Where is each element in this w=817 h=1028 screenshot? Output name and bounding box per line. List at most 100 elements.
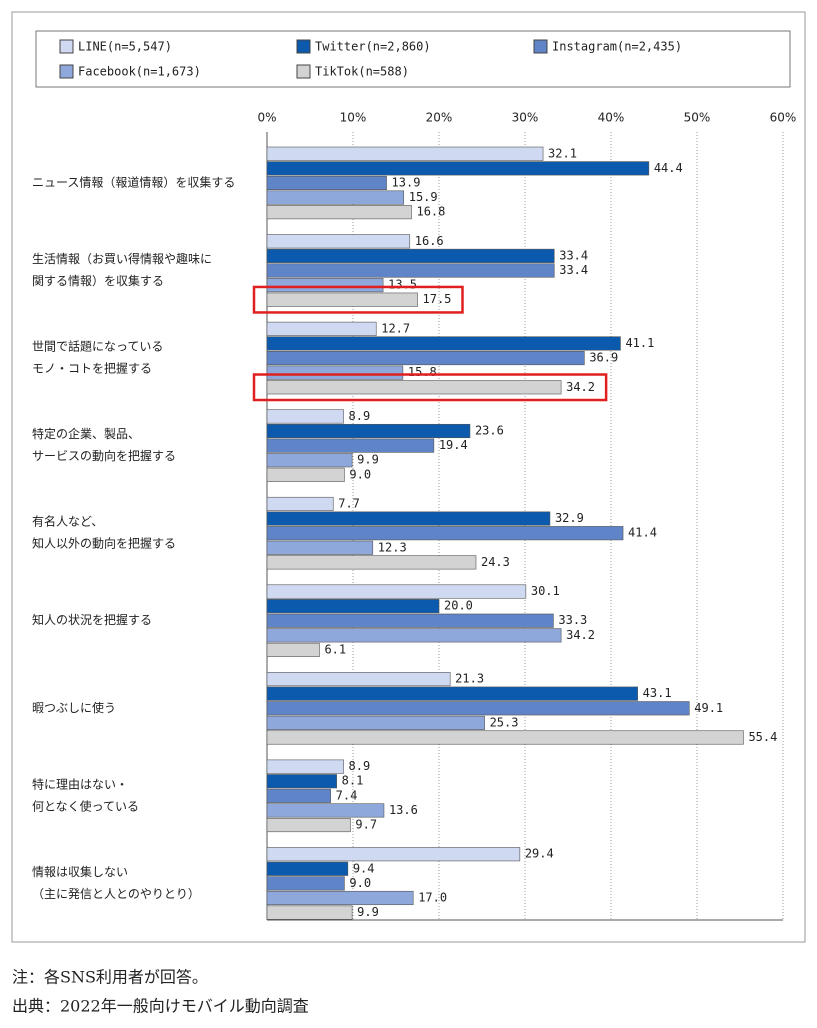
legend-label: LINE(n=5,547) <box>78 40 172 54</box>
x-tick-label: 60% <box>770 111 797 125</box>
x-tick-label: 0% <box>257 111 276 125</box>
value-label: 29.4 <box>525 847 554 861</box>
value-label: 9.0 <box>349 467 371 481</box>
value-label: 43.1 <box>643 686 672 700</box>
value-label: 6.1 <box>324 642 346 656</box>
value-label: 36.9 <box>589 351 618 365</box>
value-label: 34.2 <box>566 628 595 642</box>
value-label: 8.9 <box>349 759 371 773</box>
bar <box>266 715 485 730</box>
bar <box>266 701 690 716</box>
value-label: 15.9 <box>409 190 438 204</box>
value-label: 8.1 <box>342 774 364 788</box>
value-label: 13.5 <box>388 278 417 292</box>
value-label: 9.7 <box>355 818 377 832</box>
bar <box>266 336 621 351</box>
category-label: 特に理由はない・ <box>32 776 128 791</box>
bar <box>266 161 650 176</box>
value-label: 21.3 <box>455 672 484 686</box>
category-label: モノ・コトを把握する <box>32 361 152 376</box>
value-label: 20.0 <box>444 599 473 613</box>
note: 注：各SNS利用者が回答。 <box>12 968 208 987</box>
bar <box>266 861 349 876</box>
value-label: 41.4 <box>628 526 657 540</box>
bar <box>266 146 544 161</box>
bar <box>266 423 471 439</box>
legend-label: Facebook(n=1,673) <box>78 65 201 79</box>
source: 出典：2022年一般向けモバイル動向調査 <box>12 997 309 1016</box>
value-label: 13.9 <box>392 175 421 189</box>
bar <box>266 847 521 862</box>
bar <box>266 190 405 205</box>
bar <box>266 642 320 657</box>
category-label: サービスの動向を把握する <box>32 448 176 463</box>
bar <box>266 496 334 512</box>
value-label: 12.7 <box>381 321 410 335</box>
bar <box>266 453 353 468</box>
category-label: ニュース情報（報道情報）を収集する <box>32 174 235 189</box>
category-label: （主に発信と人とのやりとり） <box>32 887 200 901</box>
bar <box>266 175 387 190</box>
bar <box>266 526 624 541</box>
bar <box>266 730 744 745</box>
category-label: 何となく使っている <box>32 798 139 813</box>
bar <box>266 584 527 599</box>
bar <box>266 686 638 701</box>
category-label: 関する情報）を収集する <box>32 273 164 288</box>
value-label: 24.3 <box>481 555 510 569</box>
value-label: 9.4 <box>353 861 375 875</box>
bar <box>266 905 353 920</box>
bar <box>266 672 451 687</box>
bar <box>266 205 412 220</box>
value-label: 15.8 <box>408 365 437 379</box>
bar <box>266 876 345 891</box>
bar <box>266 380 562 395</box>
category-label: 世間で話題になっている <box>32 339 163 354</box>
value-label: 8.9 <box>349 409 371 423</box>
value-label: 16.8 <box>416 205 445 219</box>
bar <box>266 263 555 278</box>
x-tick-label: 10% <box>340 111 367 125</box>
bar <box>266 292 418 307</box>
value-label: 33.4 <box>559 263 588 277</box>
bar <box>266 438 435 453</box>
bar <box>266 613 554 628</box>
value-label: 16.6 <box>415 234 444 248</box>
bar <box>266 803 385 818</box>
legend-swatch <box>296 64 311 79</box>
legend-swatch <box>59 64 74 79</box>
value-label: 41.1 <box>625 336 654 350</box>
value-label: 17.5 <box>423 292 452 306</box>
value-label: 49.1 <box>694 701 723 715</box>
value-label: 7.7 <box>338 496 360 510</box>
highlight-box <box>252 285 464 314</box>
value-label: 25.3 <box>490 715 519 729</box>
value-label: 13.6 <box>389 803 418 817</box>
x-tick-label: 40% <box>598 111 625 125</box>
value-label: 55.4 <box>748 730 777 744</box>
value-label: 9.9 <box>357 905 379 919</box>
bar <box>266 555 477 570</box>
bar <box>266 467 345 482</box>
bar <box>266 759 344 774</box>
bar <box>266 365 404 380</box>
value-label: 34.2 <box>566 380 595 394</box>
category-label: 有名人など、 <box>32 514 103 529</box>
category-label: 情報は収集しない <box>32 864 128 879</box>
highlight-box <box>252 373 608 402</box>
legend-label: TikTok(n=588) <box>315 65 409 79</box>
x-tick-label: 30% <box>512 111 539 125</box>
value-label: 9.9 <box>357 453 379 467</box>
value-label: 33.4 <box>559 248 588 262</box>
category-label: 知人以外の動向を把握する <box>32 536 176 551</box>
value-label: 32.9 <box>555 511 584 525</box>
bar <box>266 599 440 614</box>
category-label: 特定の企業、製品、 <box>32 426 140 441</box>
bar <box>266 351 585 366</box>
bar <box>266 817 351 833</box>
value-label: 12.3 <box>378 540 407 554</box>
bar <box>266 234 411 249</box>
category-label: 生活情報（お買い得情報や趣味に <box>32 251 212 266</box>
category-label: 暇つぶしに使う <box>32 700 116 715</box>
